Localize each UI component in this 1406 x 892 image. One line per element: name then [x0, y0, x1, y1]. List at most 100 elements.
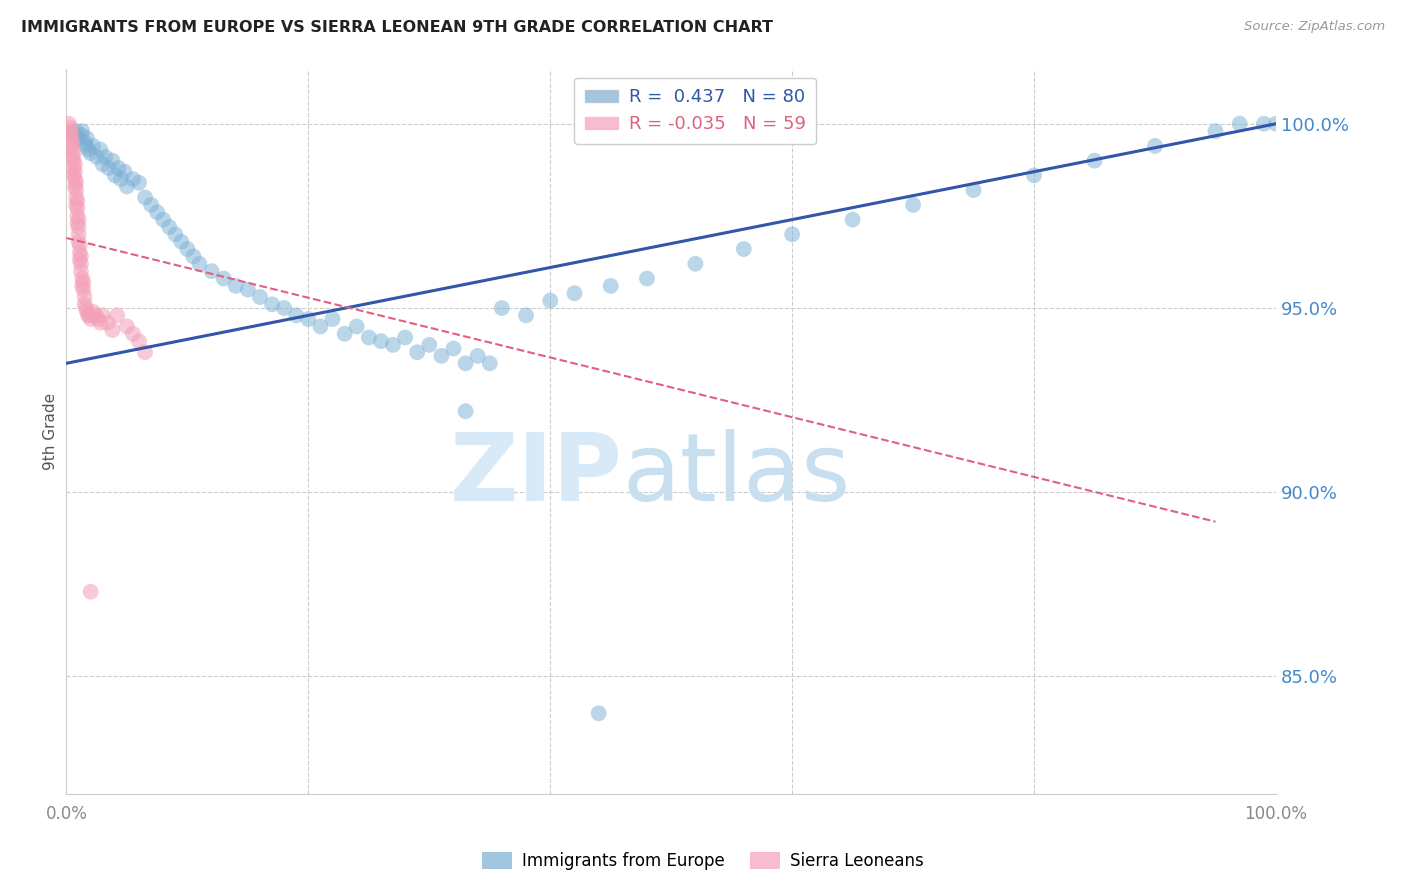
Point	[59, 120, 82, 135]
Point	[105, 309, 128, 323]
Point	[67, 227, 90, 242]
Point	[77, 309, 100, 323]
Point	[1204, 124, 1226, 138]
Point	[115, 179, 138, 194]
Point	[79, 146, 101, 161]
Point	[564, 286, 586, 301]
Point	[73, 135, 96, 149]
Point	[146, 205, 169, 219]
Point	[79, 309, 101, 323]
Point	[70, 124, 93, 138]
Point	[66, 194, 89, 209]
Point	[285, 309, 308, 323]
Point	[75, 301, 97, 315]
Point	[841, 212, 863, 227]
Point	[70, 128, 93, 142]
Point	[69, 238, 91, 252]
Point	[73, 297, 96, 311]
Point	[188, 257, 211, 271]
Point	[212, 271, 235, 285]
Text: IMMIGRANTS FROM EUROPE VS SIERRA LEONEAN 9TH GRADE CORRELATION CHART: IMMIGRANTS FROM EUROPE VS SIERRA LEONEAN…	[21, 20, 773, 35]
Point	[63, 128, 86, 142]
Point	[62, 161, 84, 175]
Point	[273, 301, 295, 315]
Point	[79, 584, 101, 599]
Point	[170, 235, 193, 249]
Point	[515, 309, 537, 323]
Point	[62, 153, 84, 168]
Point	[65, 176, 87, 190]
Point	[84, 309, 107, 323]
Point	[69, 245, 91, 260]
Point	[62, 124, 84, 138]
Point	[66, 202, 89, 216]
Point	[101, 323, 124, 337]
Point	[91, 157, 114, 171]
Text: Source: ZipAtlas.com: Source: ZipAtlas.com	[1244, 20, 1385, 33]
Point	[370, 334, 392, 348]
Point	[104, 169, 127, 183]
Point	[62, 150, 84, 164]
Point	[467, 349, 489, 363]
Point	[67, 212, 90, 227]
Point	[60, 124, 83, 138]
Point	[115, 319, 138, 334]
Point	[63, 172, 86, 186]
Point	[139, 198, 162, 212]
Point	[70, 264, 93, 278]
Point	[101, 153, 124, 168]
Point	[67, 219, 90, 234]
Point	[901, 198, 924, 212]
Point	[65, 183, 87, 197]
Point	[72, 283, 94, 297]
Point	[114, 164, 136, 178]
Point	[72, 275, 94, 289]
Point	[430, 349, 453, 363]
Point	[79, 312, 101, 326]
Point	[62, 135, 84, 149]
Point	[157, 219, 180, 234]
Y-axis label: 9th Grade: 9th Grade	[44, 392, 58, 470]
Point	[128, 334, 150, 348]
Point	[322, 312, 344, 326]
Point	[406, 345, 429, 359]
Point	[538, 293, 561, 308]
Point	[62, 143, 84, 157]
Point	[60, 139, 83, 153]
Point	[443, 342, 465, 356]
Point	[63, 179, 86, 194]
Point	[134, 345, 156, 359]
Point	[454, 404, 477, 418]
Point	[58, 117, 80, 131]
Point	[491, 301, 513, 315]
Point	[65, 124, 87, 138]
Point	[176, 242, 198, 256]
Point	[128, 176, 150, 190]
Point	[382, 338, 405, 352]
Point	[66, 209, 89, 223]
Point	[297, 312, 319, 326]
Point	[70, 271, 93, 285]
Point	[82, 139, 104, 153]
Point	[636, 271, 658, 285]
Point	[262, 297, 284, 311]
Point	[733, 242, 755, 256]
Point	[1083, 153, 1105, 168]
Point	[63, 164, 86, 178]
Point	[60, 131, 83, 145]
Point	[65, 198, 87, 212]
Point	[94, 150, 117, 164]
Point	[91, 309, 114, 323]
Point	[394, 330, 416, 344]
Point	[67, 131, 90, 145]
Point	[73, 290, 96, 304]
Point	[236, 283, 259, 297]
Point	[77, 143, 100, 157]
Point	[70, 279, 93, 293]
Point	[89, 143, 111, 157]
Point	[76, 304, 98, 318]
Point	[309, 319, 332, 334]
Point	[1229, 117, 1251, 131]
Point	[200, 264, 222, 278]
Point	[89, 316, 111, 330]
